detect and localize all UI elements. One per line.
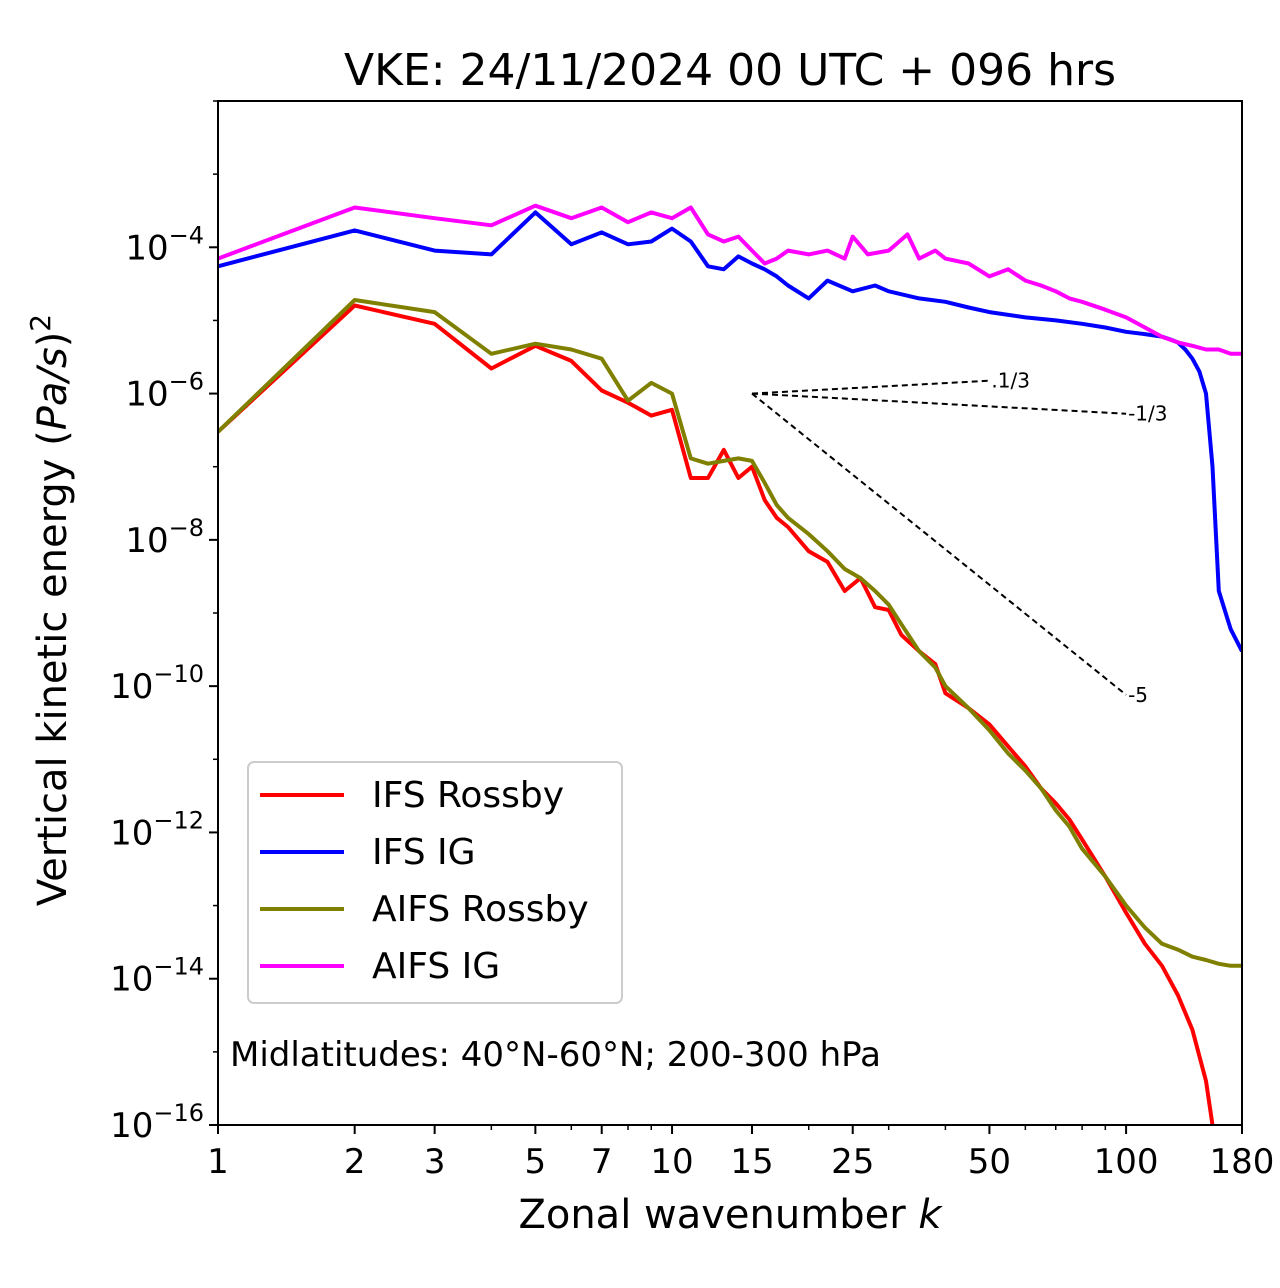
reference-lines: .1/3 -1/3 -5 xyxy=(751,369,1168,707)
y-tick-label: 10−16 xyxy=(110,1099,204,1146)
legend-label-aifs-ig: AIFS IG xyxy=(372,946,500,987)
series-line-2 xyxy=(218,298,1242,968)
chart-title: VKE: 24/11/2024 00 UTC + 096 hrs xyxy=(344,45,1116,96)
series-line-3 xyxy=(218,203,1242,356)
y-tick-label: 10−12 xyxy=(110,806,204,853)
series-line-0 xyxy=(218,303,1215,1125)
y-tick-label: 10−14 xyxy=(110,953,204,1000)
x-tick-label: 7 xyxy=(591,1142,613,1182)
y-tick-label: 10−4 xyxy=(125,221,204,268)
x-tick-label: 10 xyxy=(650,1142,693,1182)
x-tick-label: 1 xyxy=(207,1142,229,1182)
y-axis: 10−16 10−14 10−12 10−10 10−8 10−6 10−4 xyxy=(110,100,218,1146)
x-tick-label: 5 xyxy=(525,1142,547,1182)
legend-box xyxy=(247,761,623,1004)
y-tick-label: 10−10 xyxy=(110,660,204,707)
y-tick-label: 10−8 xyxy=(125,514,204,561)
reference-line-label-2: -5 xyxy=(1128,683,1148,707)
legend-label-ifs-rossby: IFS Rossby xyxy=(372,775,564,816)
x-tick-label: 25 xyxy=(831,1142,874,1182)
reference-line-label-1: -1/3 xyxy=(1128,402,1167,426)
reference-line-label-0: .1/3 xyxy=(991,369,1030,393)
x-tick-label: 3 xyxy=(424,1142,446,1182)
series-layer xyxy=(218,203,1242,1125)
plot-frame xyxy=(217,100,1243,1126)
y-tick-label: 10−6 xyxy=(125,368,204,415)
legend: IFS Rossby IFS IG AIFS Rossby AIFS IG xyxy=(247,761,623,1004)
x-tick-label: 15 xyxy=(730,1142,773,1182)
x-axis-label: Zonal wavenumber k xyxy=(518,1192,943,1238)
series-line-1 xyxy=(218,210,1242,653)
reference-line-1 xyxy=(751,392,1127,415)
x-tick-label: 2 xyxy=(344,1142,366,1182)
x-tick-label: 180 xyxy=(1210,1142,1275,1182)
region-annotation: Midlatitudes: 40°N-60°N; 200-300 hPa xyxy=(230,1035,881,1075)
x-tick-label: 100 xyxy=(1094,1142,1159,1182)
legend-label-ifs-ig: IFS IG xyxy=(372,832,476,873)
x-axis: 1 2 3 5 7 10 15 25 50 100 180 xyxy=(207,1125,1274,1182)
y-axis-label: Vertical kinetic energy (Pa/s)2 xyxy=(24,314,76,906)
x-tick-label: 50 xyxy=(968,1142,1011,1182)
reference-line-2 xyxy=(751,392,1127,696)
legend-label-aifs-rossby: AIFS Rossby xyxy=(372,889,589,930)
